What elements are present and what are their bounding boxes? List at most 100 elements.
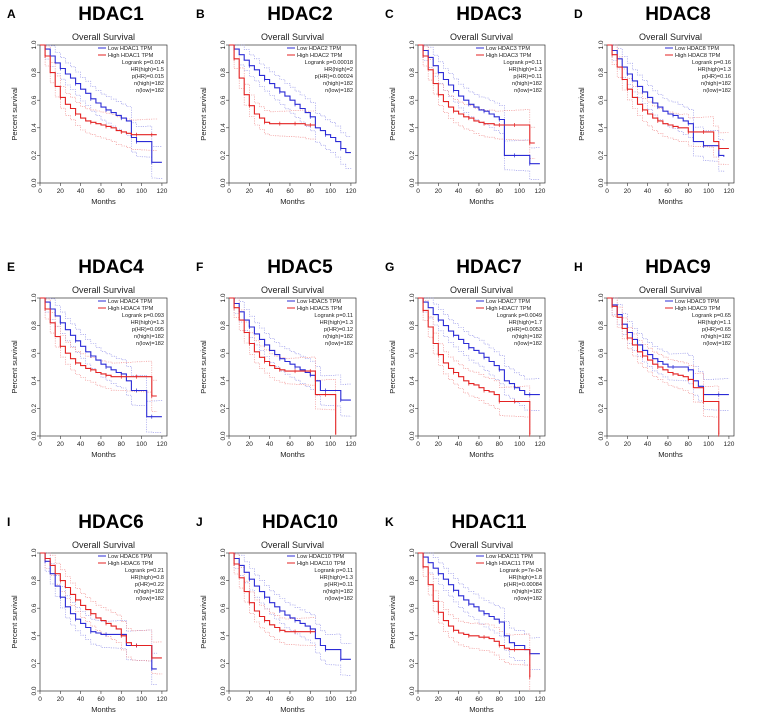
plot-title: Overall Survival	[639, 32, 702, 42]
y-tick-label: 0.0	[598, 178, 605, 187]
stat-line: n(low)=182	[325, 341, 353, 347]
x-tick-label: 60	[664, 188, 672, 195]
y-tick-label: 0.6	[220, 603, 227, 612]
ci-upper-high	[229, 552, 316, 620]
legend-label: High HDAC9 TPM	[675, 306, 721, 312]
y-tick-label: 0.6	[598, 348, 605, 357]
plot-title: Overall Survival	[261, 285, 324, 295]
y-tick-label: 0.4	[31, 123, 38, 132]
ci-upper-low	[229, 44, 352, 137]
panel-letter: J	[196, 515, 203, 529]
legend-label: Low HDAC6 TPM	[108, 554, 152, 560]
y-tick-label: 1.0	[598, 293, 605, 302]
y-tick-label: 0.8	[220, 576, 227, 585]
gene-heading: HDAC3	[456, 4, 521, 25]
ci-upper-high	[229, 297, 336, 420]
y-tick-label: 0.2	[598, 151, 605, 160]
ci-upper-low	[40, 552, 158, 654]
gene-heading: HDAC4	[78, 257, 144, 278]
stat-line: Logrank p=7e-04	[500, 568, 542, 574]
x-tick-label: 0	[416, 188, 420, 195]
stat-line: p(HR)=0.12	[324, 327, 353, 333]
stat-line: p(HR)=0.015	[132, 74, 164, 80]
x-tick-label: 100	[325, 188, 336, 195]
ci-lower-high	[418, 44, 536, 159]
legend-label: High HDAC2 TPM	[297, 53, 343, 59]
y-tick-label: 0.0	[220, 178, 227, 187]
y-tick-label: 0.0	[220, 686, 227, 695]
x-tick-label: 20	[57, 696, 65, 703]
ci-lower-high	[229, 44, 316, 140]
x-tick-label: 100	[514, 441, 525, 448]
y-axis-label: Percent survival	[577, 340, 586, 394]
plot-frame	[417, 297, 546, 437]
y-tick-label: 0.8	[31, 68, 38, 77]
y-tick-label: 0.2	[31, 404, 38, 413]
plot-title: Overall Survival	[261, 32, 324, 42]
y-tick-label: 0.0	[31, 431, 38, 440]
stat-line: Logrank p=0.11	[314, 313, 353, 319]
ci-lower-low	[418, 297, 541, 411]
y-tick-label: 0.0	[31, 178, 38, 187]
x-tick-label: 100	[514, 696, 525, 703]
x-tick-label: 40	[77, 188, 85, 195]
ci-lower-high	[607, 297, 720, 436]
y-tick-label: 0.4	[31, 376, 38, 385]
y-tick-label: 0.8	[409, 576, 416, 585]
x-axis-label: Months	[91, 450, 116, 459]
plot-title: Overall Survival	[72, 540, 135, 550]
x-tick-label: 20	[57, 188, 65, 195]
ci-upper-high	[418, 552, 531, 662]
ci-lower-low	[418, 552, 541, 670]
plot-title: Overall Survival	[639, 285, 702, 295]
y-axis-label: Percent survival	[388, 87, 397, 141]
y-tick-label: 0.8	[220, 68, 227, 77]
y-tick-label: 0.2	[409, 659, 416, 668]
y-tick-label: 0.0	[409, 431, 416, 440]
x-tick-label: 60	[286, 441, 294, 448]
x-tick-label: 80	[685, 441, 693, 448]
plot-frame	[39, 297, 168, 437]
panel-letter: C	[385, 7, 394, 21]
gene-heading: HDAC7	[456, 257, 521, 278]
x-tick-label: 60	[97, 188, 105, 195]
legend-label: Low HDAC7 TPM	[486, 299, 530, 305]
legend-label: Low HDAC5 TPM	[297, 299, 341, 305]
x-tick-label: 120	[345, 188, 356, 195]
x-tick-label: 40	[644, 188, 652, 195]
legend-label: Low HDAC3 TPM	[486, 46, 530, 52]
panel-letter: I	[7, 515, 10, 529]
legend-label: Low HDAC2 TPM	[297, 46, 341, 52]
x-tick-label: 0	[605, 188, 609, 195]
y-tick-label: 0.8	[31, 321, 38, 330]
stat-line: n(high)=182	[512, 81, 542, 87]
stat-line: n(high)=182	[134, 81, 164, 87]
y-tick-label: 0.6	[598, 95, 605, 104]
x-tick-label: 120	[345, 441, 356, 448]
x-tick-label: 100	[136, 696, 147, 703]
stat-line: p(HR)=0.22	[135, 582, 164, 588]
y-tick-label: 1.0	[220, 40, 227, 49]
survival-curve-low	[418, 44, 540, 165]
x-tick-label: 80	[307, 188, 315, 195]
survival-curve-low	[418, 297, 540, 396]
x-tick-label: 60	[97, 441, 105, 448]
x-tick-label: 120	[156, 188, 167, 195]
x-tick-label: 60	[286, 696, 294, 703]
ci-upper-low	[418, 552, 541, 639]
y-tick-label: 0.6	[220, 95, 227, 104]
gene-heading: HDAC11	[452, 512, 527, 533]
x-tick-label: 60	[475, 696, 483, 703]
x-tick-label: 60	[664, 441, 672, 448]
y-tick-label: 0.2	[598, 404, 605, 413]
gene-heading: HDAC8	[645, 4, 710, 25]
stat-line: n(low)=182	[325, 596, 353, 602]
y-tick-label: 0.4	[409, 376, 416, 385]
panel-letter: D	[574, 7, 583, 21]
y-tick-label: 0.2	[409, 151, 416, 160]
stat-line: HR(high)=1.1	[698, 320, 731, 326]
gene-heading: HDAC5	[267, 257, 333, 278]
panel-letter: H	[574, 260, 583, 274]
x-tick-label: 60	[97, 696, 105, 703]
y-tick-label: 1.0	[598, 40, 605, 49]
